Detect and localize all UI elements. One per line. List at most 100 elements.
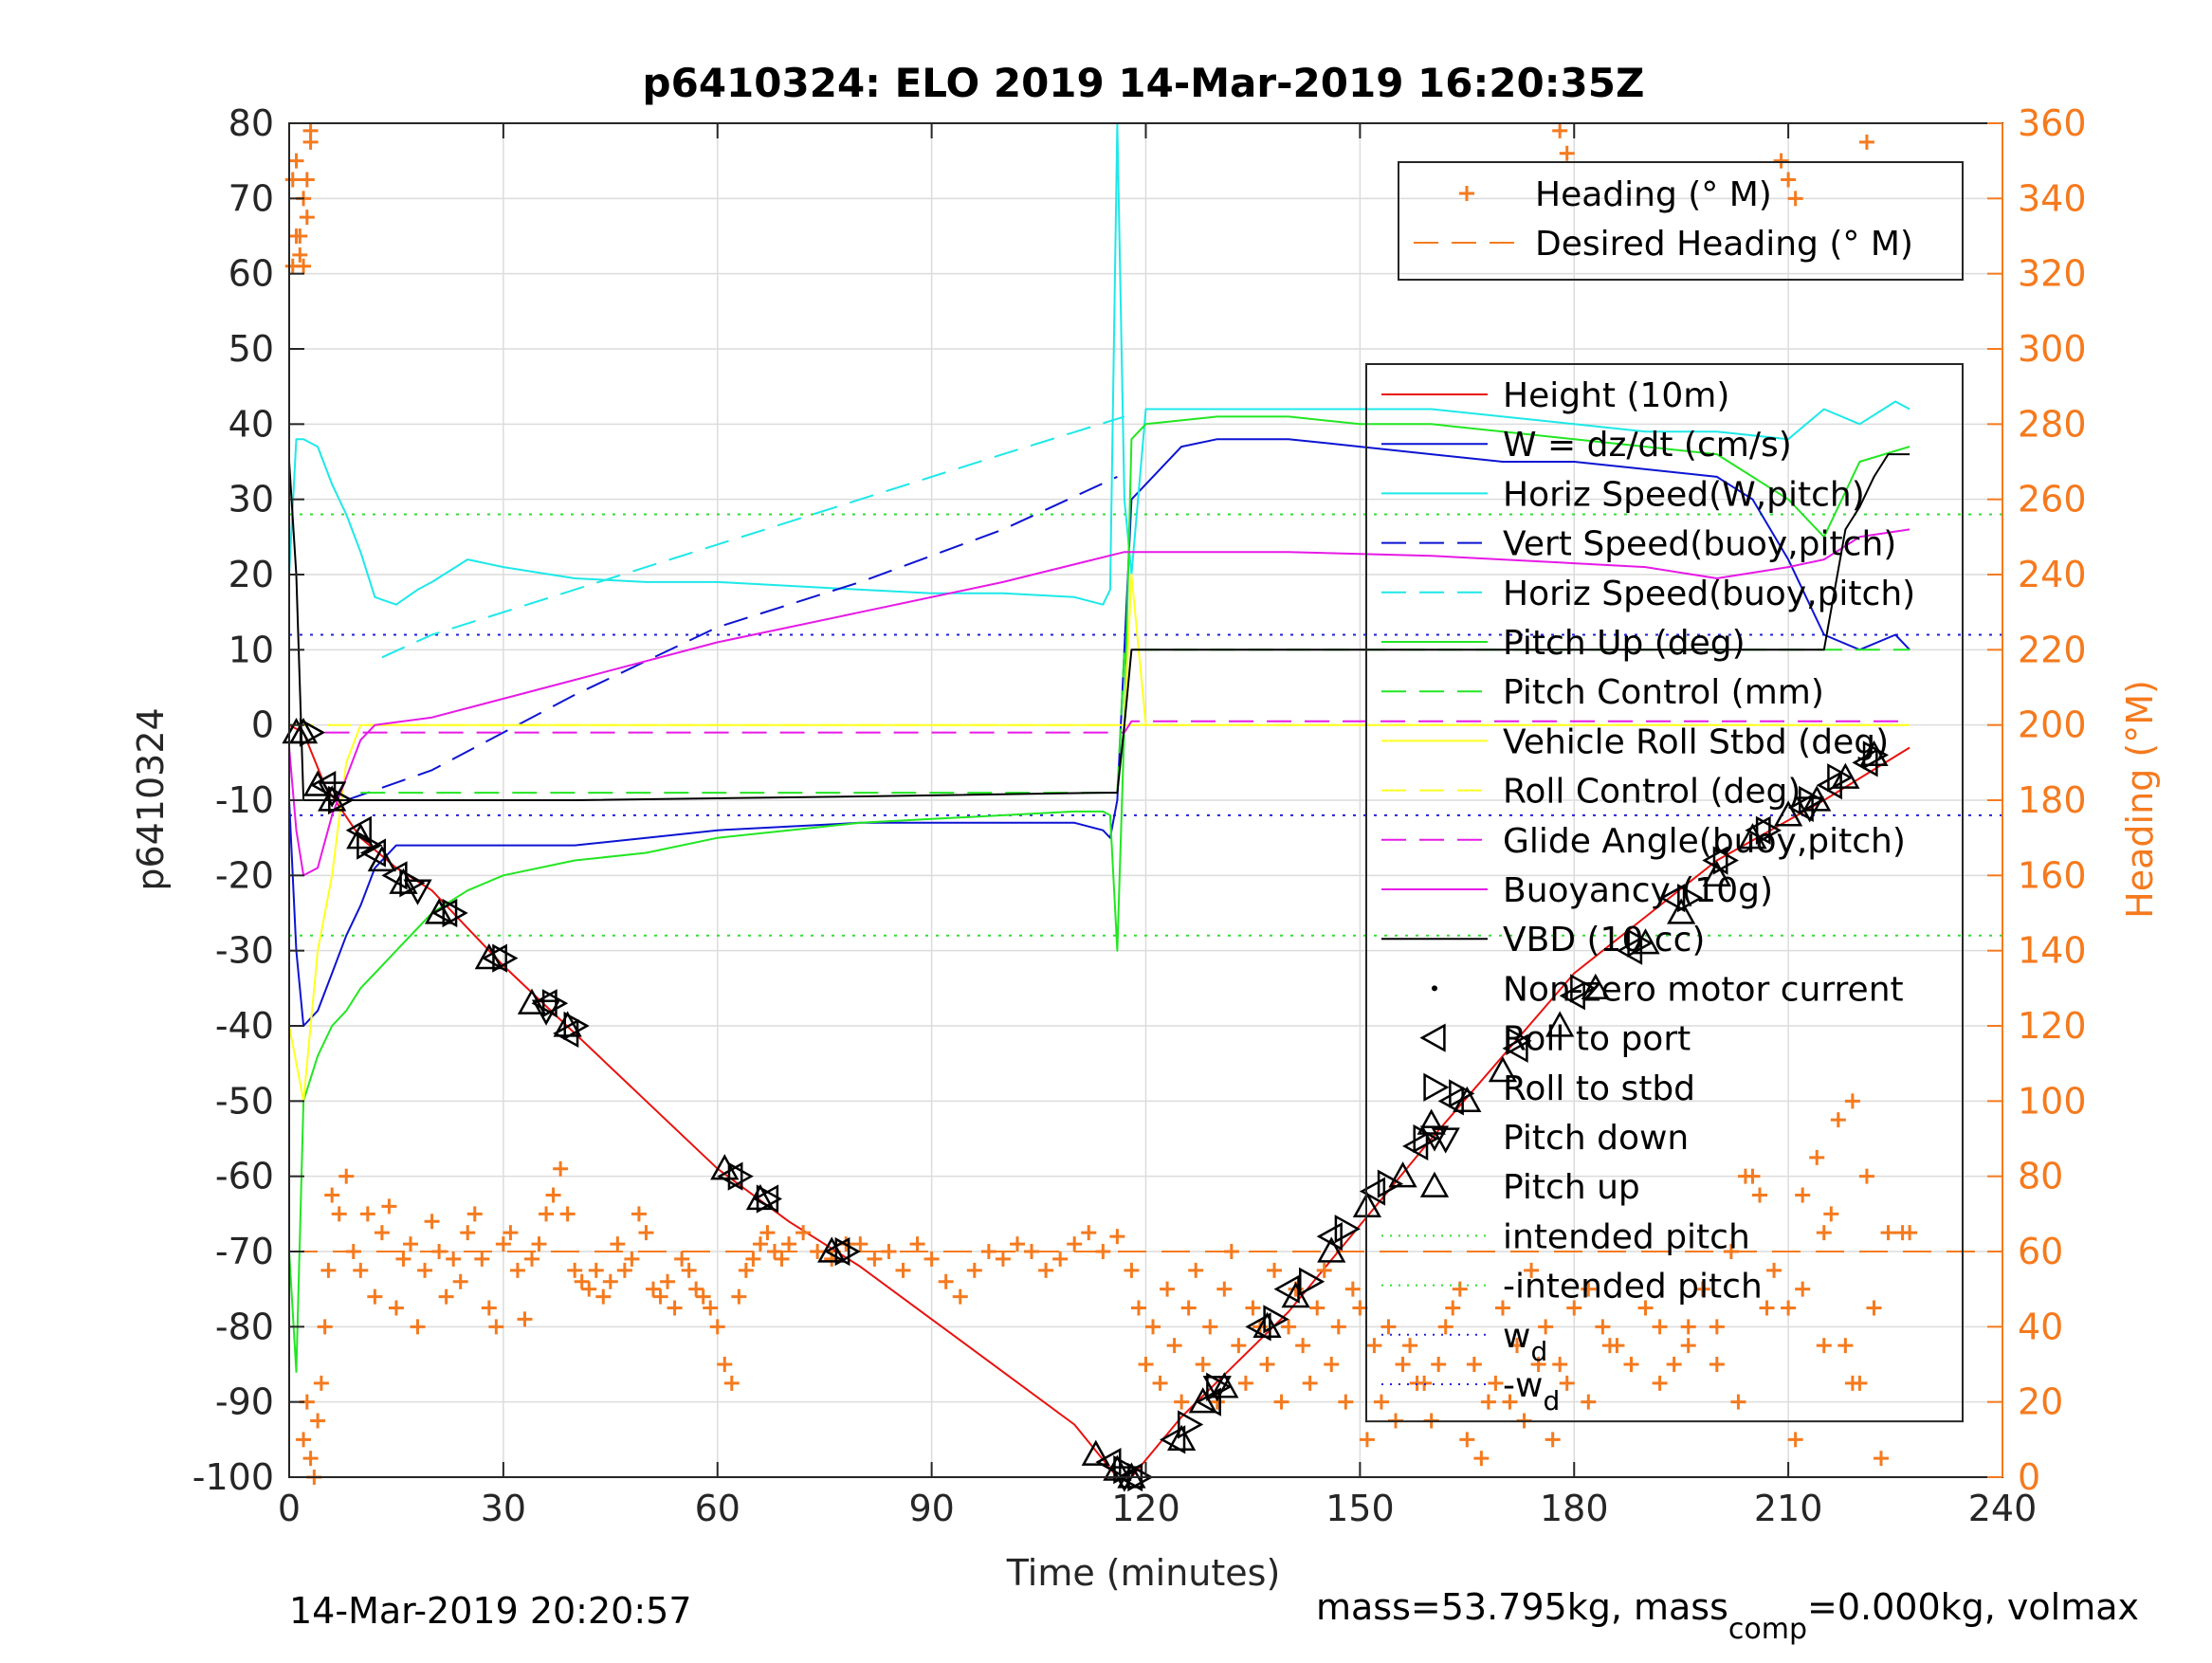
heading-point — [1494, 1300, 1510, 1316]
heading-point — [1024, 1244, 1040, 1259]
footer-mass-sub: comp — [1728, 1613, 1807, 1646]
x-tick-label: 30 — [481, 1488, 526, 1529]
heading-point — [1216, 1281, 1233, 1297]
heading-point — [481, 1300, 497, 1316]
heading-point — [610, 1236, 626, 1252]
y-axis-label: p6410324 — [130, 707, 172, 890]
y2-tick-label: 200 — [2018, 704, 2087, 746]
heading-point — [667, 1300, 683, 1316]
heading-point — [645, 1281, 661, 1297]
y-tick-label: -100 — [192, 1456, 274, 1498]
heading-point — [1223, 1244, 1239, 1259]
marker-roll-to-port — [431, 898, 458, 928]
marker-roll-to-port — [359, 838, 386, 868]
heading-point — [1552, 1357, 1568, 1372]
marker-pitch-up — [1774, 800, 1803, 827]
marker-pitch-up — [1831, 762, 1860, 789]
heading-point — [1601, 1338, 1618, 1354]
heading-point — [660, 1273, 676, 1289]
marker-roll-to-stbd — [563, 1011, 590, 1041]
heading-point — [1880, 1225, 1896, 1241]
footer-mass-prefix: mass=53.795kg, mass — [1316, 1586, 1728, 1628]
y2-tick-label: 360 — [2018, 102, 2087, 144]
legend-label-roll-to-stbd: Roll to stbd — [1503, 1069, 1695, 1108]
heading-point — [1530, 1357, 1546, 1372]
heading-point — [681, 1262, 697, 1278]
heading-point — [1145, 1319, 1161, 1335]
heading-point — [313, 1375, 329, 1391]
heading-point — [759, 1225, 776, 1241]
heading-point — [353, 1262, 369, 1278]
heading-point — [1295, 1338, 1311, 1354]
x-tick-label: 60 — [695, 1488, 740, 1529]
marker-roll-to-stbd — [1627, 928, 1654, 958]
heading-point — [509, 1262, 525, 1278]
series-line-buoyancy-10g — [288, 528, 1910, 877]
marker-roll-to-port — [1095, 1448, 1122, 1477]
heading-point — [1902, 1225, 1918, 1241]
heading-point — [895, 1262, 911, 1278]
marker-roll-to-stbd — [834, 1236, 861, 1267]
heading-point — [1816, 1225, 1832, 1241]
marker-roll-to-stbd — [727, 1161, 754, 1191]
heading-point — [1566, 1300, 1582, 1316]
heading-point — [288, 153, 304, 169]
heading-point — [1281, 1319, 1297, 1335]
heading-point — [567, 1262, 583, 1278]
heading-point — [602, 1273, 618, 1289]
heading-point — [284, 258, 301, 274]
heading-point — [923, 1251, 940, 1267]
heading-point — [1231, 1338, 1247, 1354]
heading-point — [1473, 1451, 1490, 1467]
heading-point — [1174, 1394, 1190, 1410]
heading-point — [1309, 1300, 1325, 1316]
heading-point — [1752, 1187, 1768, 1203]
legend-symbol-tri-up — [1419, 1171, 1450, 1197]
marker-pitch-up — [1667, 898, 1696, 924]
heading-point — [302, 134, 319, 150]
heading-point — [1437, 1319, 1453, 1335]
y2-tick-label: 180 — [2018, 779, 2087, 821]
y2-tick-label: 240 — [2018, 554, 2087, 595]
heading-point — [1816, 1338, 1832, 1354]
marker-roll-to-port — [1702, 846, 1728, 875]
marker-roll-to-port — [1437, 1087, 1464, 1116]
heading-point — [1595, 1319, 1611, 1335]
heading-point — [1581, 1281, 1597, 1297]
heading-point — [402, 1236, 418, 1252]
heading-point — [638, 1225, 654, 1241]
marker-pitch-up — [1702, 860, 1731, 886]
legend-symbol-dot — [1432, 985, 1437, 992]
legend-heading: Heading (° M) Desired Heading (° M) — [1398, 161, 1964, 281]
heading-point — [1858, 134, 1874, 150]
heading-point — [1067, 1236, 1083, 1252]
heading-point — [1124, 1262, 1140, 1278]
heading-point — [574, 1273, 590, 1289]
y-tick-label: -40 — [215, 1005, 274, 1047]
y2-tick-label: 220 — [2018, 629, 2087, 670]
heading-point — [539, 1206, 555, 1222]
y2-tick-label: 340 — [2018, 177, 2087, 219]
y2-axis-label: Heading (°M) — [2119, 680, 2161, 919]
y-tick-label: -50 — [215, 1080, 274, 1122]
marker-roll-to-stbd — [299, 718, 326, 747]
heading-point — [1109, 1229, 1125, 1245]
marker-roll-to-port — [1359, 1177, 1386, 1206]
marker-roll-to-stbd — [1334, 1215, 1361, 1244]
heading-point — [1330, 1319, 1346, 1335]
legend-box — [1398, 161, 1964, 281]
heading-point — [359, 1206, 375, 1222]
reference-lines — [289, 513, 2002, 1252]
heading-point — [531, 1236, 547, 1252]
heading-point — [431, 1244, 448, 1259]
legend-label-pitch-up: Pitch up — [1503, 1168, 1640, 1207]
heading-point — [317, 1319, 333, 1335]
heading-point — [738, 1262, 754, 1278]
heading-point — [1858, 1168, 1874, 1184]
marker-pitch-up — [424, 898, 454, 924]
heading-point — [1666, 1357, 1682, 1372]
heading-point — [296, 1432, 312, 1448]
heading-point — [495, 1236, 511, 1252]
footer-mass-info: mass=53.795kg, masscomp=0.000kg, volmax — [1316, 1586, 2139, 1646]
marker-roll-to-port — [1195, 1387, 1221, 1416]
